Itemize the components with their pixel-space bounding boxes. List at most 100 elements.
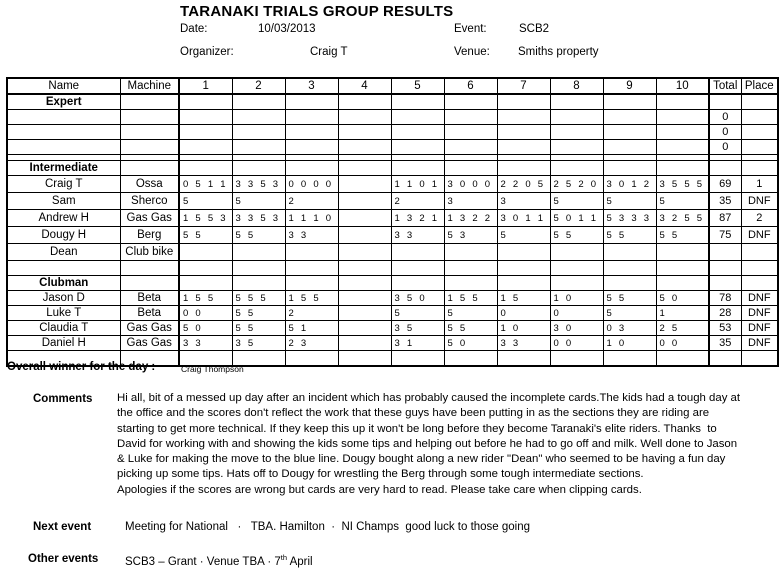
overall-winner-label: Overall winner for the day :: [7, 361, 156, 373]
table-row: Luke T Beta 0 0 5 5 2 5 5 0 0 5 1 28 DNF: [6, 305, 779, 321]
section-2-score-cell: [231, 93, 286, 110]
table-row: Andrew H Gas Gas 1 5 5 3 3 3 5 3 1 1 1 0…: [6, 209, 779, 227]
machine-cell: Gas Gas: [119, 209, 180, 227]
section-6-score-cell: 5 3: [443, 226, 498, 244]
section-6-score-cell: [443, 275, 498, 291]
section-2-score-cell: [231, 139, 286, 155]
results-table-wrapper: Name Machine 1 2 3 4 5 6 7 8 9 10 Total …: [6, 77, 779, 367]
total-cell: 28: [708, 305, 742, 321]
place-cell: DNF: [740, 192, 779, 210]
section-9-score-cell: [602, 243, 657, 261]
section-3-score-cell: [284, 275, 339, 291]
place-cell: DNF: [740, 320, 779, 336]
section-10-score-cell: 5: [655, 192, 710, 210]
section-10-score-cell: 2 5: [655, 320, 710, 336]
section-10-score-cell: 3 2 5 5: [655, 209, 710, 227]
section-10-score-cell: 5 0: [655, 290, 710, 306]
section-8-score-cell: 5 5: [549, 226, 604, 244]
section-6-score-cell: 3 0 0 0: [443, 175, 498, 193]
name-cell: Claudia T: [6, 320, 121, 336]
section-7-score-cell: [496, 160, 551, 176]
section-3-score-cell: [284, 160, 339, 176]
table-row: Expert: [6, 93, 779, 110]
table-row: Craig T Ossa 0 5 1 1 3 3 5 3 0 0 0 0 1 1…: [6, 175, 779, 193]
other-events-label: Other events: [28, 553, 99, 565]
date-value: 10/03/2013: [258, 23, 316, 35]
name-cell: Daniel H: [6, 335, 121, 351]
section-6-score-cell: 5: [443, 305, 498, 321]
section-8-score-cell: 0: [549, 305, 604, 321]
name-cell: [6, 124, 121, 140]
section-1-score-cell: [178, 124, 233, 140]
section-7-score-cell: 3 0 1 1: [496, 209, 551, 227]
section-2-score-cell: 3 5: [231, 335, 286, 351]
table-row: Claudia T Gas Gas 5 0 5 5 5 1 3 5 5 5 1 …: [6, 320, 779, 336]
section-10-score-cell: [655, 275, 710, 291]
col-header-section-4: 4: [337, 77, 392, 95]
machine-cell: [119, 93, 180, 110]
section-1-score-cell: 1 5 5 3: [178, 209, 233, 227]
section-5-score-cell: [390, 124, 445, 140]
name-cell: [6, 260, 121, 276]
name-cell: Luke T: [6, 305, 121, 321]
section-5-score-cell: 1 1 0 1: [390, 175, 445, 193]
section-1-score-cell: 5 0: [178, 320, 233, 336]
section-3-score-cell: 3 3: [284, 226, 339, 244]
section-6-score-cell: [443, 350, 498, 367]
section-6-score-cell: 5 5: [443, 320, 498, 336]
section-10-score-cell: 1: [655, 305, 710, 321]
place-cell: [740, 350, 779, 367]
section-9-score-cell: [602, 93, 657, 110]
name-cell: Andrew H: [6, 209, 121, 227]
section-10-score-cell: [655, 139, 710, 155]
section-5-score-cell: 3 5 0: [390, 290, 445, 306]
section-5-score-cell: 2: [390, 192, 445, 210]
machine-cell: [119, 260, 180, 276]
col-header-name: Name: [6, 77, 121, 95]
section-3-score-cell: 5 1: [284, 320, 339, 336]
section-6-score-cell: 5 0: [443, 335, 498, 351]
section-9-score-cell: [602, 350, 657, 367]
section-9-score-cell: 3 0 1 2: [602, 175, 657, 193]
table-row: Sam Sherco 5 5 2 2 3 3 5 5 5 35 DNF: [6, 192, 779, 210]
section-5-score-cell: 3 3: [390, 226, 445, 244]
table-row: Dougy H Berg 5 5 5 5 3 3 3 3 5 3 5 5 5 5…: [6, 226, 779, 244]
organizer-value: Craig T: [310, 46, 348, 58]
section-3-score-cell: [284, 243, 339, 261]
section-2-score-cell: [231, 275, 286, 291]
section-5-score-cell: 3 1: [390, 335, 445, 351]
col-header-section-2: 2: [231, 77, 286, 95]
venue-label: Venue:: [454, 46, 490, 58]
total-cell: 69: [708, 175, 742, 193]
section-7-score-cell: [496, 350, 551, 367]
section-4-score-cell: [337, 109, 392, 125]
section-5-score-cell: [390, 350, 445, 367]
next-event-label: Next event: [33, 521, 92, 533]
total-cell: 0: [708, 109, 742, 125]
table-body: Expert: [6, 93, 779, 367]
section-7-score-cell: [496, 275, 551, 291]
section-3-score-cell: 2: [284, 192, 339, 210]
table-row: 0: [6, 139, 779, 155]
section-1-score-cell: 3 3: [178, 335, 233, 351]
place-cell: DNF: [740, 335, 779, 351]
section-1-score-cell: [178, 243, 233, 261]
section-4-score-cell: [337, 243, 392, 261]
section-1-score-cell: 0 0: [178, 305, 233, 321]
total-cell: [708, 260, 742, 276]
event-value: SCB2: [519, 23, 550, 35]
section-9-score-cell: [602, 109, 657, 125]
section-10-score-cell: [655, 260, 710, 276]
col-header-machine: Machine: [119, 77, 180, 95]
section-4-score-cell: [337, 160, 392, 176]
section-4-score-cell: [337, 226, 392, 244]
section-7-score-cell: 1 0: [496, 320, 551, 336]
machine-cell: [119, 124, 180, 140]
section-8-score-cell: [549, 350, 604, 367]
section-4-score-cell: [337, 335, 392, 351]
section-8-score-cell: [549, 139, 604, 155]
machine-cell: Gas Gas: [119, 320, 180, 336]
table-row: Jason D Beta 1 5 5 5 5 5 1 5 5 3 5 0 1 5…: [6, 290, 779, 306]
total-cell: [708, 243, 742, 261]
place-cell: [740, 275, 779, 291]
